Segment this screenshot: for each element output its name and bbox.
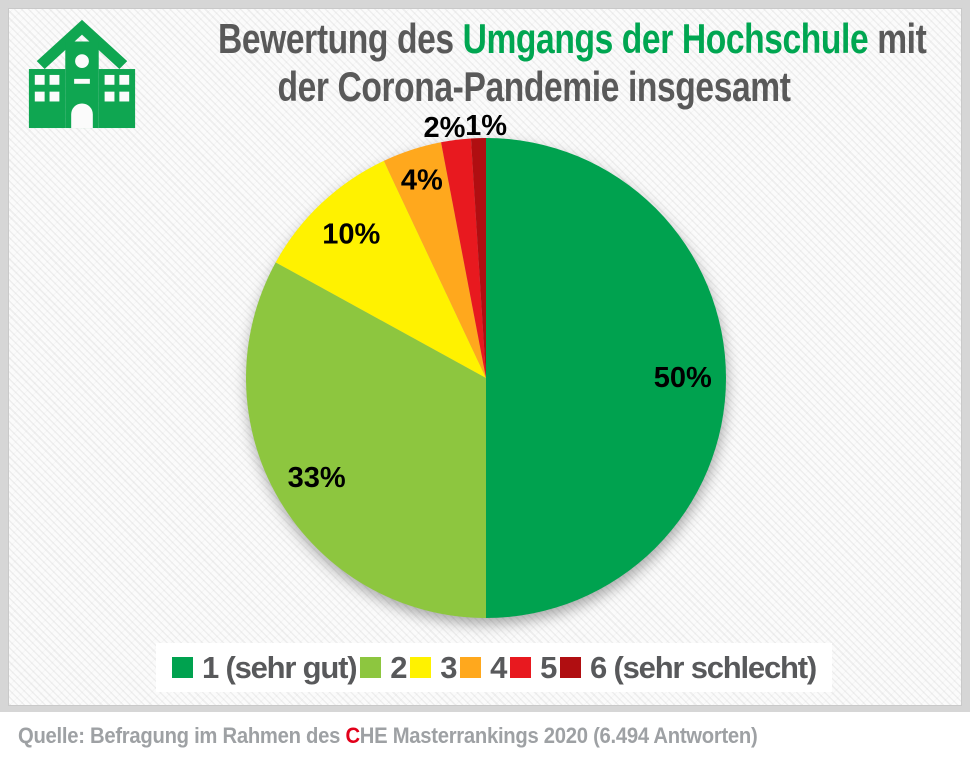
pie-chart: 50% 33% 10% 4% 2% 1%: [246, 110, 726, 618]
legend-label: 1 (sehr gut): [202, 650, 358, 685]
legend-label: 6 (sehr schlecht): [590, 650, 817, 685]
legend-swatch-icon: [410, 657, 432, 678]
pie-data-label: 1%: [465, 110, 507, 142]
legend-label: 4: [490, 650, 507, 685]
legend-swatch-icon: [172, 657, 193, 678]
legend-label: 5: [540, 650, 557, 685]
pie-slice-4: [383, 142, 486, 378]
pie-slices-group: [246, 137, 726, 618]
pie-data-label: 50%: [654, 362, 712, 394]
legend-label: 3: [440, 650, 457, 685]
pie-data-label: 10%: [322, 219, 380, 251]
chart-panel: Bewertung des Umgangs der Hochschule mit…: [8, 8, 962, 706]
legend-swatch-icon: [510, 657, 532, 678]
legend-item-3: 3: [410, 650, 457, 685]
chart-legend: 1 (sehr gut) 2 3 4 5 6 (sehr schlecht): [156, 643, 832, 692]
pie-data-label: 2%: [423, 112, 465, 144]
pie-slice-5: [441, 138, 486, 378]
title-line2: der Corona-Pandemie insgesamt: [277, 62, 791, 110]
legend-item-2: 2: [360, 650, 408, 685]
legend-swatch-icon: [560, 657, 582, 678]
title-highlight: Umgangs der Hochschule: [462, 15, 869, 62]
legend-label: 2: [390, 650, 407, 685]
pie-data-label: 4%: [401, 165, 443, 197]
legend-item-5: 5: [510, 650, 557, 685]
title-line1: Bewertung des Umgangs der Hochschule mit: [218, 15, 927, 62]
pie-data-label: 33%: [288, 462, 346, 494]
pie-slice-2: [246, 262, 486, 618]
pie-slice-1-sehr-gut: [486, 138, 726, 618]
legend-item-1: 1 (sehr gut): [172, 650, 358, 685]
legend-swatch-icon: [460, 657, 482, 678]
legend-swatch-icon: [360, 657, 382, 678]
source-line: Quelle: Befragung im Rahmen des CHE Mast…: [0, 712, 970, 758]
source-text: Quelle: Befragung im Rahmen des CHE Mast…: [18, 723, 758, 748]
source-red-letter: C: [345, 723, 360, 748]
pie-slice-3: [275, 160, 486, 378]
pie-slice-6-sehr-schlecht: [470, 137, 486, 378]
chart-title: Bewertung des Umgangs der Hochschule mit…: [218, 15, 927, 111]
chart-card-frame: Bewertung des Umgangs der Hochschule mit…: [0, 0, 970, 712]
legend-item-6: 6 (sehr schlecht): [560, 650, 817, 685]
school-building-icon: [28, 19, 136, 129]
pie-labels-group: 50% 33% 10% 4% 2% 1%: [288, 110, 712, 494]
legend-item-4: 4: [460, 650, 507, 685]
